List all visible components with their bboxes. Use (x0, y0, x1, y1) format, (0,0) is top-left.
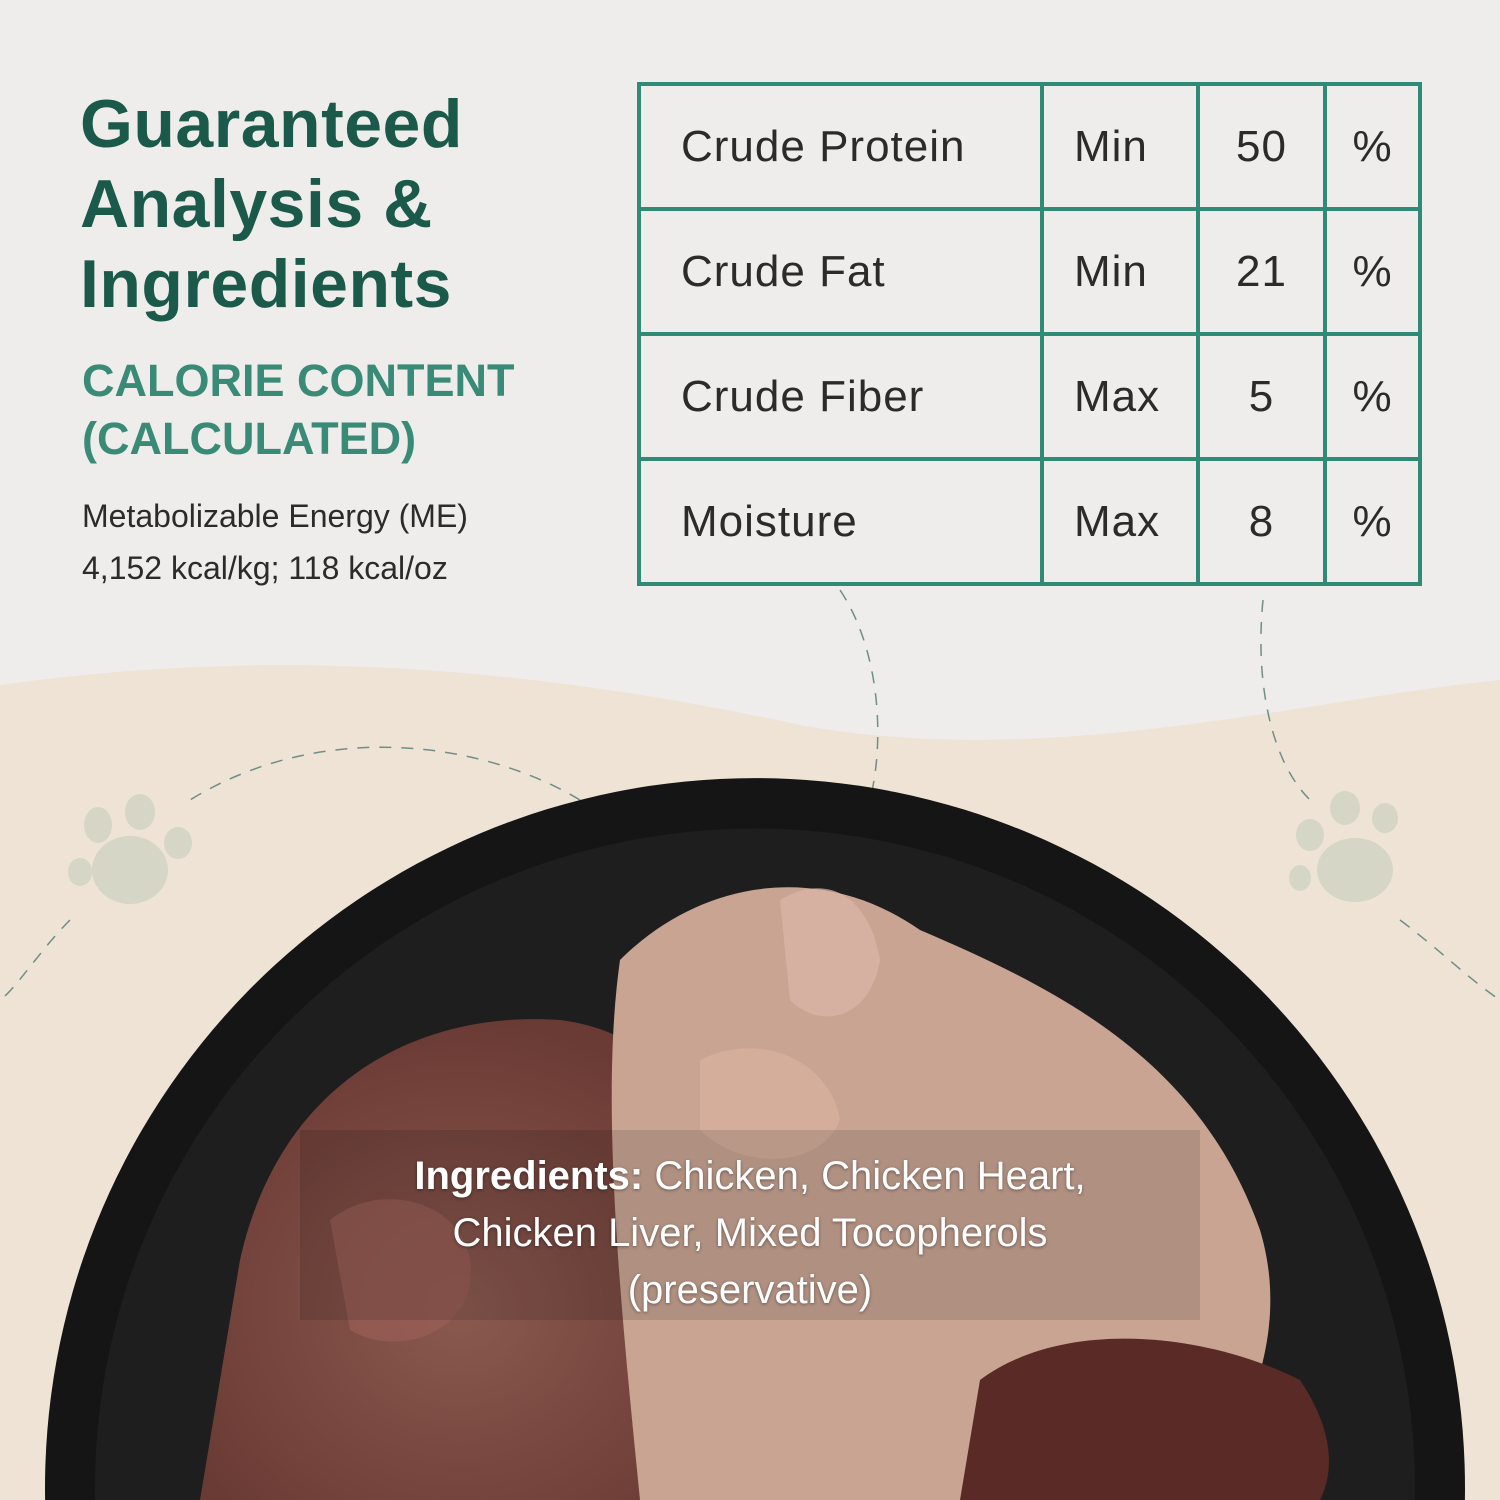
guaranteed-analysis-table: Crude Protein Min 50% Crude Fat Min 21% Crude … (637, 82, 1422, 586)
cell-qualifier: Min (1040, 82, 1200, 211)
ingredients-text: Ingredients: Chicken, Chicken Heart, Chi… (300, 1148, 1200, 1319)
title-line: Guaranteed (80, 86, 463, 162)
ingredients-line: Chicken Liver, Mixed Tocopherols (452, 1211, 1048, 1255)
ingredients-line: Chicken, Chicken Heart, (643, 1154, 1086, 1198)
cell-unit: % (1323, 457, 1422, 586)
table-row: Crude Fiber Max 5% (637, 332, 1422, 461)
title-line: Ingredients (80, 246, 452, 322)
calorie-heading: CALORIE CONTENT (CALCULATED) (82, 352, 515, 468)
ingredients-label: Ingredients: (414, 1154, 644, 1198)
energy-value: 4,152 kcal/kg; 118 kcal/oz (82, 550, 448, 586)
cell-qualifier: Min (1040, 207, 1200, 336)
dashed-paths (0, 589, 1500, 1001)
cell-nutrient: Crude Fat (637, 207, 1044, 336)
paw-print-icon (68, 794, 192, 904)
cell-nutrient: Moisture (637, 457, 1044, 586)
energy-label: Metabolizable Energy (ME) (82, 498, 468, 534)
calorie-heading-line: (CALCULATED) (82, 413, 417, 464)
cell-nutrient: Crude Fiber (637, 332, 1044, 461)
meat (200, 887, 1329, 1500)
table-row: Crude Protein Min 50% (637, 82, 1422, 211)
page-title: Guaranteed Analysis & Ingredients (80, 84, 463, 324)
cell-value: 8 (1196, 457, 1327, 586)
cell-value: 50 (1196, 82, 1327, 211)
cell-unit: % (1323, 332, 1422, 461)
table-row: Crude Fat Min 21% (637, 207, 1422, 336)
calorie-values: Metabolizable Energy (ME) 4,152 kcal/kg;… (82, 490, 468, 594)
cell-qualifier: Max (1040, 332, 1200, 461)
table-row: Moisture Max 8% (637, 457, 1422, 586)
cell-unit: % (1323, 207, 1422, 336)
paw-print-icon (1289, 791, 1398, 902)
cell-nutrient: Crude Protein (637, 82, 1044, 211)
calorie-heading-line: CALORIE CONTENT (82, 355, 515, 406)
cell-unit: % (1323, 82, 1422, 211)
title-line: Analysis & (80, 166, 433, 242)
cell-value: 5 (1196, 332, 1327, 461)
ingredients-line: (preservative) (627, 1268, 873, 1312)
cell-qualifier: Max (1040, 457, 1200, 586)
cell-value: 21 (1196, 207, 1327, 336)
